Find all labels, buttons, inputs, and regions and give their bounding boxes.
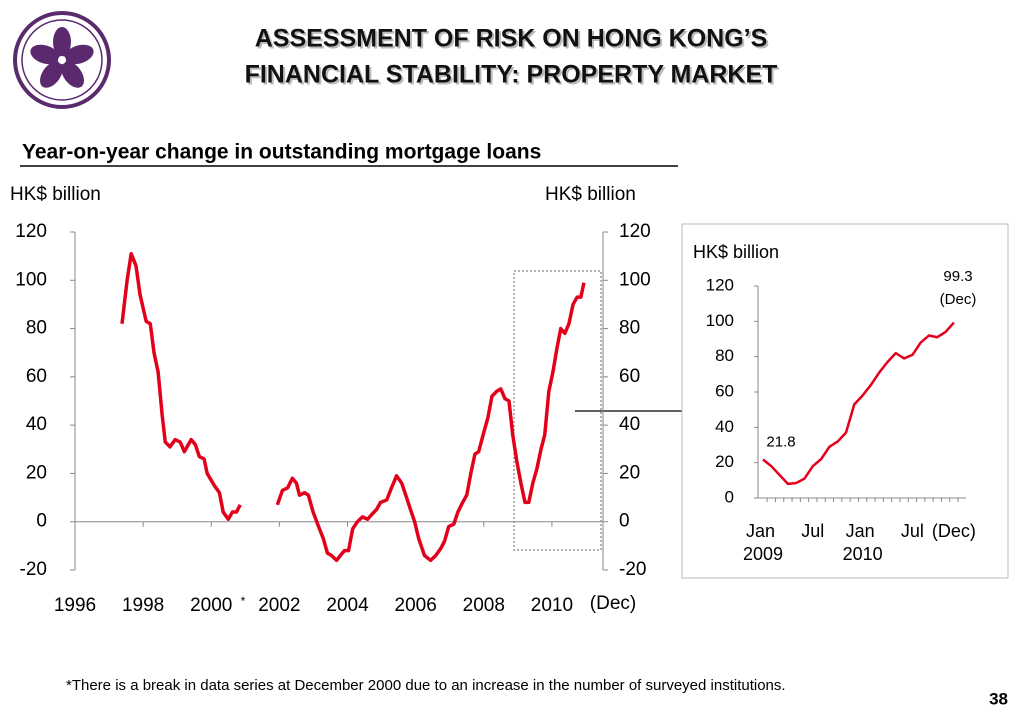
data-label: 99.3 — [943, 268, 972, 285]
title-shadow: FINANCIAL STABILITY: PROPERTY MARKET — [247, 63, 780, 91]
inset-x-tick-label: (Dec) — [932, 521, 976, 541]
x-annotation: (Dec) — [590, 593, 636, 614]
subtitle: Year-on-year change in outstanding mortg… — [22, 141, 541, 164]
y-tick-label: 60 — [26, 366, 47, 387]
x-tick-label: 2010 — [531, 595, 573, 616]
inset-x-tick-label: Jul — [901, 521, 924, 541]
series-line — [762, 321, 955, 486]
inset-y-tick-label: 120 — [706, 275, 734, 294]
y-axis-title: HK$ billion — [10, 184, 101, 205]
data-label: 21.8 — [766, 433, 795, 450]
title: FINANCIAL STABILITY: PROPERTY MARKET — [245, 61, 778, 89]
inset-y-tick-label: 20 — [715, 452, 734, 471]
y2-tick-label: 120 — [619, 221, 651, 242]
inset-x-tick-label: Jan 2010 — [843, 521, 883, 564]
x-tick-label: 2008 — [463, 595, 505, 616]
y2-tick-label: 40 — [619, 414, 640, 435]
data-label-note: (Dec) — [940, 291, 977, 308]
y2-tick-label: 0 — [619, 511, 630, 532]
y2-axis-title: HK$ billion — [545, 184, 636, 205]
x-tick-label: 2006 — [395, 595, 437, 616]
inset-y-axis-title: HK$ billion — [693, 242, 779, 262]
x-tick-label: 2004 — [326, 595, 369, 616]
page-number: 38 — [989, 689, 1008, 708]
y2-tick-label: -20 — [619, 559, 646, 580]
y-tick-label: 120 — [15, 221, 47, 242]
x-tick-label: 1996 — [54, 595, 96, 616]
series-line — [120, 251, 586, 563]
y-tick-label: 40 — [26, 414, 47, 435]
inset-y-tick-label: 80 — [715, 346, 734, 365]
y-tick-label: 80 — [26, 318, 47, 339]
y2-tick-label: 100 — [619, 269, 651, 290]
y2-tick-label: 20 — [619, 462, 640, 483]
y2-tick-label: 60 — [619, 366, 640, 387]
inset-x-tick-label: Jul — [801, 521, 824, 541]
y-tick-label: 20 — [26, 462, 47, 483]
footnote: *There is a break in data series at Dece… — [66, 677, 786, 694]
y-tick-label: 0 — [36, 511, 47, 532]
logo — [13, 11, 111, 109]
inset-y-tick-label: 60 — [715, 381, 734, 400]
inset-y-tick-label: 40 — [715, 417, 734, 436]
title: ASSESSMENT OF RISK ON HONG KONG’S — [255, 25, 768, 53]
break-marker: * — [241, 594, 246, 608]
title-shadow: ASSESSMENT OF RISK ON HONG KONG’S — [257, 27, 770, 55]
inset-frame — [681, 223, 1009, 579]
x-tick-label: 1998 — [122, 595, 164, 616]
y-tick-label: -20 — [20, 559, 47, 580]
y2-tick-label: 80 — [619, 318, 640, 339]
highlight-box — [513, 270, 602, 551]
inset-x-tick-label: Jan 2009 — [743, 521, 783, 564]
x-tick-label: 2000 — [190, 595, 232, 616]
y-tick-label: 100 — [15, 269, 47, 290]
inset-y-tick-label: 100 — [706, 311, 734, 330]
inset-y-tick-label: 0 — [725, 487, 734, 506]
x-tick-label: 2002 — [258, 595, 300, 616]
